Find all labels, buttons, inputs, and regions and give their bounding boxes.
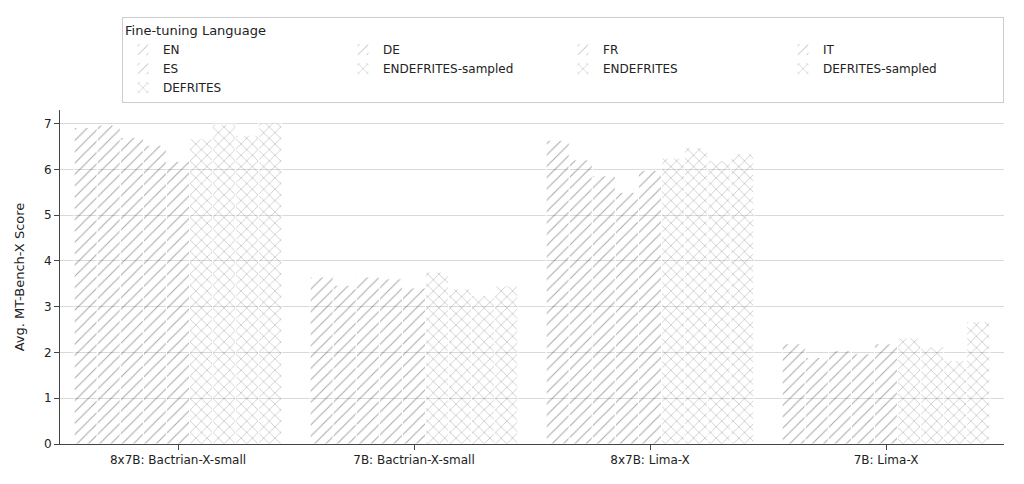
svg-text:6: 6 — [44, 163, 52, 177]
svg-text:DE: DE — [383, 43, 400, 57]
svg-text:1: 1 — [44, 391, 52, 405]
svg-text:Avg. MT-Bench-X Score: Avg. MT-Bench-X Score — [12, 203, 27, 352]
svg-text:3: 3 — [44, 300, 52, 314]
svg-text:FR: FR — [603, 43, 618, 57]
svg-text:Fine-tuning Language: Fine-tuning Language — [125, 23, 266, 38]
svg-text:5: 5 — [44, 208, 52, 222]
svg-text:EN: EN — [163, 43, 180, 57]
svg-text:8x7B: Bactrian-X-small: 8x7B: Bactrian-X-small — [110, 453, 246, 467]
svg-text:DEFRITES: DEFRITES — [163, 81, 221, 95]
svg-text:7B: Bactrian-X-small: 7B: Bactrian-X-small — [353, 453, 475, 467]
svg-text:DEFRITES-sampled: DEFRITES-sampled — [823, 62, 937, 76]
svg-text:7: 7 — [44, 117, 52, 131]
svg-text:2: 2 — [44, 346, 52, 360]
svg-text:8x7B: Lima-X: 8x7B: Lima-X — [610, 453, 689, 467]
svg-text:ENDEFRITES: ENDEFRITES — [603, 62, 678, 76]
svg-text:IT: IT — [823, 43, 835, 57]
svg-text:4: 4 — [44, 254, 52, 268]
svg-text:7B: Lima-X: 7B: Lima-X — [854, 453, 919, 467]
svg-text:0: 0 — [44, 437, 52, 451]
svg-text:ES: ES — [163, 62, 178, 76]
svg-text:ENDEFRITES-sampled: ENDEFRITES-sampled — [383, 62, 513, 76]
